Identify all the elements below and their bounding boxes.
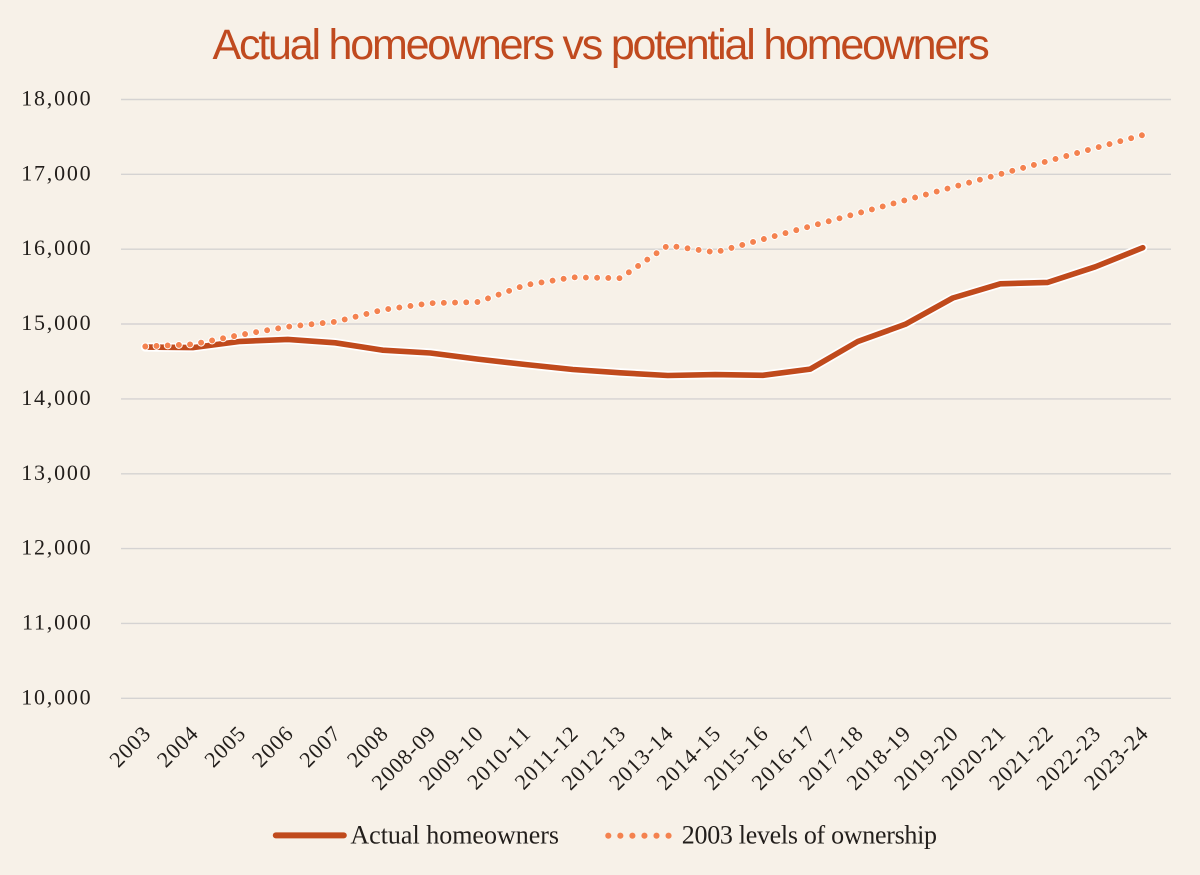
svg-text:Actual homeowners: Actual homeowners xyxy=(350,820,559,849)
svg-text:16,000: 16,000 xyxy=(21,235,92,260)
svg-text:18,000: 18,000 xyxy=(21,86,92,111)
svg-text:Actual homeowners vs potential: Actual homeowners vs potential homeowner… xyxy=(212,21,988,69)
svg-text:17,000: 17,000 xyxy=(21,160,92,185)
svg-text:15,000: 15,000 xyxy=(21,310,92,335)
svg-text:11,000: 11,000 xyxy=(22,609,92,634)
svg-text:13,000: 13,000 xyxy=(21,460,92,485)
svg-text:12,000: 12,000 xyxy=(21,535,92,560)
svg-text:14,000: 14,000 xyxy=(21,385,92,410)
svg-text:2003 levels of ownership: 2003 levels of ownership xyxy=(682,820,937,849)
svg-text:10,000: 10,000 xyxy=(21,684,92,709)
